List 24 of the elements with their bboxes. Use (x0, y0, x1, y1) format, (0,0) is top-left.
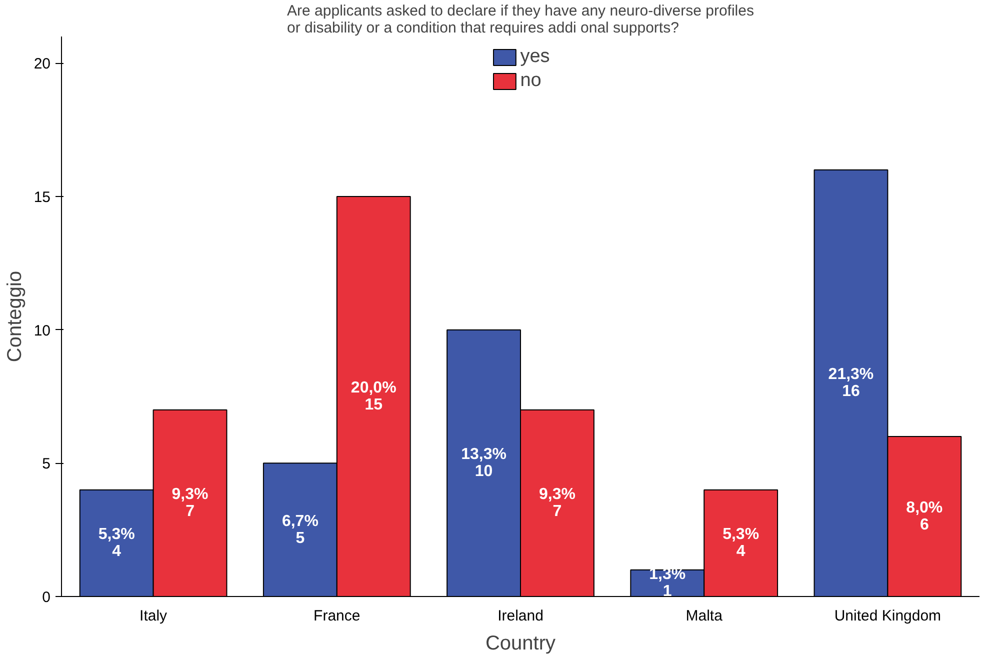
data-label: 20,0% 15 (350, 380, 396, 414)
x-tick-label: United Kingdom (834, 608, 942, 624)
x-axis-title: Country (485, 632, 556, 654)
y-tick-label: 10 (34, 322, 51, 340)
y-tick-label: 0 (42, 589, 50, 606)
x-tick-label: Malta (686, 608, 724, 624)
data-label: 13,3% 10 (461, 446, 506, 480)
x-tick-label: Italy (140, 608, 168, 624)
y-tick-label: 15 (34, 189, 51, 206)
y-tick-label: 5 (42, 456, 50, 473)
data-label: 5,3% 4 (98, 526, 135, 560)
data-label: 5,3% 4 (722, 526, 760, 560)
chart-title: Are applicants asked to declare if they have any neuro-diverse profiles or disability or a condition that requires addi onal supports? (287, 2, 754, 36)
data-label: 9,3% 7 (538, 486, 576, 520)
x-tick-label: Ireland (498, 608, 544, 624)
data-label: 6,7% 5 (282, 512, 318, 547)
data-label: 9,3% 7 (172, 486, 208, 520)
data-label: 21,3% 16 (828, 366, 874, 400)
y-axis-title: Conteggio (4, 270, 26, 362)
legend-label: yes (520, 46, 550, 68)
data-label: 8,0% 6 (906, 500, 943, 534)
x-tick-label: France (314, 608, 360, 624)
y-tick-label: 20 (34, 56, 51, 73)
legend-label: no (520, 70, 542, 92)
